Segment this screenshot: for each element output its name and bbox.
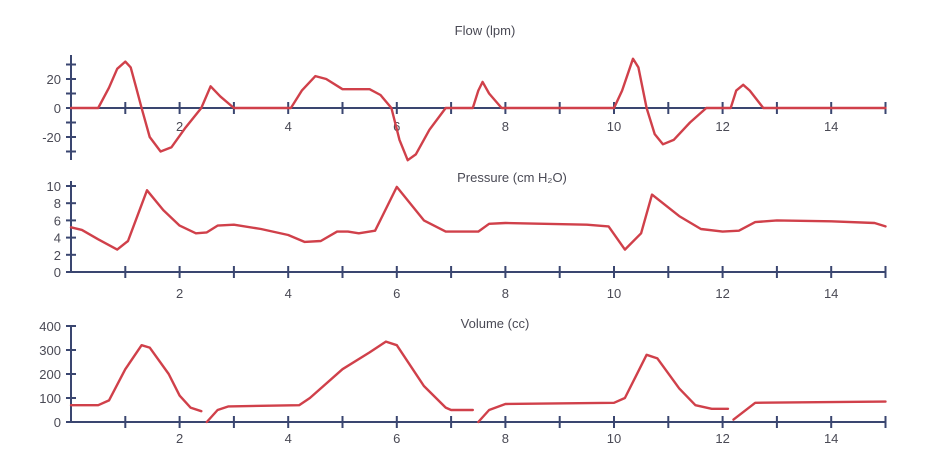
flow-y-tick-label: 0 xyxy=(54,101,61,116)
volume-x-tick-label: 12 xyxy=(715,431,729,446)
volume-x-tick-label: 10 xyxy=(607,431,621,446)
flow-x-tick-label: 14 xyxy=(824,119,838,134)
pressure-y-tick-label: 0 xyxy=(54,265,61,280)
volume-series-line xyxy=(69,344,203,413)
pressure-x-tick-label: 6 xyxy=(393,286,400,301)
volume-x-tick-label: 4 xyxy=(285,431,292,446)
flow-x-tick-label: 8 xyxy=(502,119,509,134)
volume-x-tick-label: 6 xyxy=(393,431,400,446)
flow-x-tick-label: 4 xyxy=(285,119,292,134)
flow-series-line xyxy=(69,57,887,162)
flow-x-tick-label: 2 xyxy=(176,119,183,134)
flow-x-tick-label: 10 xyxy=(607,119,621,134)
pressure-x-tick-label: 4 xyxy=(285,286,292,301)
volume-y-tick-label: 200 xyxy=(39,367,61,382)
pressure-y-tick-label: 6 xyxy=(54,213,61,228)
volume-x-tick-label: 2 xyxy=(176,431,183,446)
volume-series-line xyxy=(732,400,887,421)
volume-y-tick-label: 0 xyxy=(54,415,61,430)
volume-x-tick-label: 8 xyxy=(502,431,509,446)
volume-y-tick-label: 400 xyxy=(39,319,61,334)
flow-y-tick-label: -20 xyxy=(42,130,61,145)
pressure-y-tick-label: 8 xyxy=(54,196,61,211)
pressure-x-tick-label: 8 xyxy=(502,286,509,301)
pressure-title: Pressure (cm H₂O) xyxy=(457,170,567,185)
pressure-y-tick-label: 10 xyxy=(47,179,61,194)
pressure-series-line xyxy=(69,185,887,251)
pressure-y-tick-label: 4 xyxy=(54,231,61,246)
volume-title: Volume (cc) xyxy=(461,316,530,331)
volume-x-tick-label: 14 xyxy=(824,431,838,446)
pressure-y-tick-label: 2 xyxy=(54,248,61,263)
pressure-x-tick-label: 2 xyxy=(176,286,183,301)
volume-series-line xyxy=(205,340,474,424)
flow-x-tick-label: 12 xyxy=(715,119,729,134)
pressure-x-tick-label: 14 xyxy=(824,286,838,301)
flow-y-tick-label: 20 xyxy=(47,72,61,87)
volume-y-tick-label: 300 xyxy=(39,343,61,358)
pressure-x-tick-label: 12 xyxy=(715,286,729,301)
flow-title: Flow (lpm) xyxy=(455,23,516,38)
volume-y-tick-label: 100 xyxy=(39,391,61,406)
pressure-x-tick-label: 10 xyxy=(607,286,621,301)
volume-series-line xyxy=(477,353,730,424)
